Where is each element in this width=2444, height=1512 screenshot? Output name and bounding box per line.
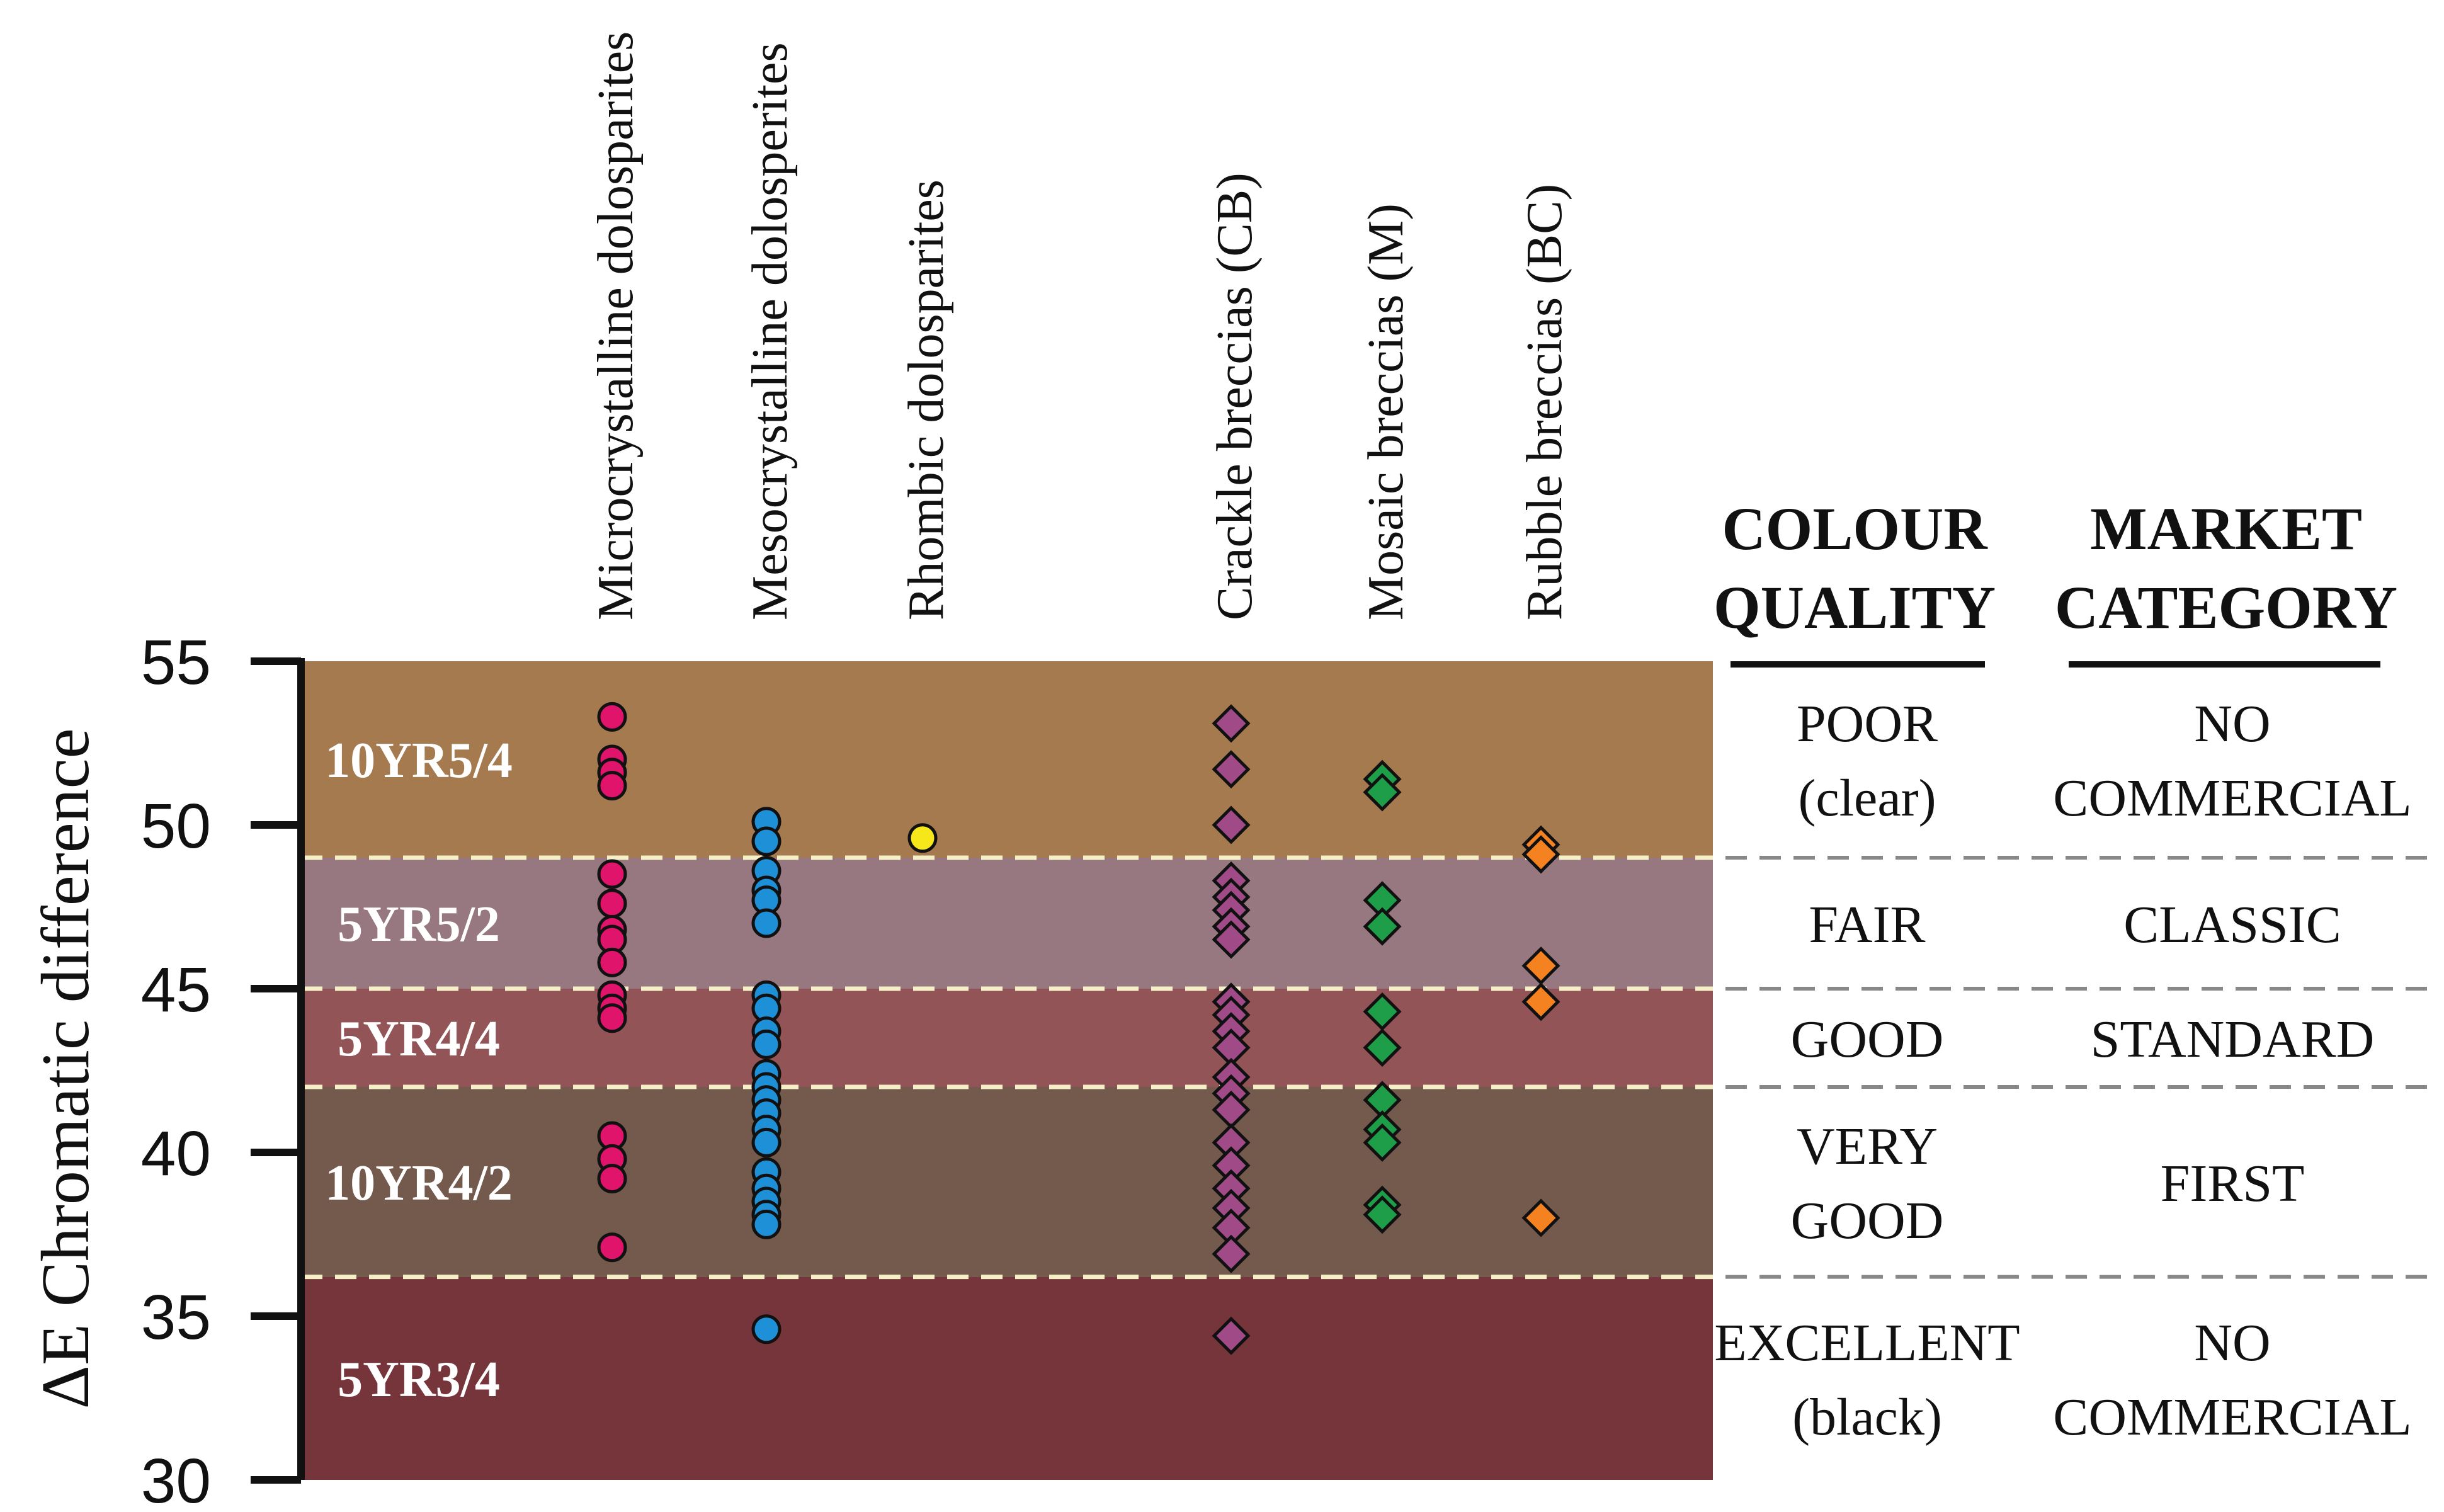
point-mosaic-breccias-m-5 xyxy=(1363,1028,1402,1067)
series-name-rubble-breccias-bc: Rubble breccias (BC) xyxy=(1517,184,1572,620)
point-microcrystalline-dolosparites-11 xyxy=(597,1003,627,1033)
point-crackle-breccias-cb-2 xyxy=(1212,805,1251,844)
point-microcrystalline-dolosparites-8 xyxy=(597,947,627,977)
point-crackle-breccias-cb-0 xyxy=(1212,704,1251,743)
band-label-5yr3-4: 5YR3/4 xyxy=(338,1352,500,1407)
series-name-rhombic-dolosparites: Rhombic dolosparites xyxy=(899,179,954,620)
series-name-mesocrystalline-dolosperites: Mesocrystalline dolosperites xyxy=(742,42,798,620)
quality-10yr4-2-1: GOOD xyxy=(1791,1191,1944,1250)
band-dividers xyxy=(301,855,2437,1280)
point-crackle-breccias-cb-7 xyxy=(1212,920,1251,959)
market-10yr4-2-0: FIRST xyxy=(2161,1154,2305,1213)
market-5yr3-4-1: COMMERCIAL xyxy=(2053,1388,2411,1447)
market-header-1: CATEGORY xyxy=(2055,574,2397,641)
quality-10yr5-4-1: (clear) xyxy=(1798,769,1936,827)
market-10yr5-4-1: COMMERCIAL xyxy=(2053,769,2411,827)
market-5yr5-2-0: CLASSIC xyxy=(2123,895,2341,954)
market-5yr4-4-0: STANDARD xyxy=(2091,1010,2375,1069)
point-microcrystalline-dolosparites-0 xyxy=(597,702,627,732)
y-tick-label-50: 50 xyxy=(141,791,211,861)
market-10yr5-4-0: NO xyxy=(2194,695,2270,753)
y-ticks: 30 35 40 45 50 55 xyxy=(141,627,301,1512)
data-markers xyxy=(597,702,1560,1355)
right-columns: POOR (clear) NO COMMERCIAL FAIR CLASSIC GOOD ST… xyxy=(1714,495,2412,1447)
point-mosaic-breccias-m-8 xyxy=(1363,1123,1402,1162)
point-rubble-breccias-bc-1 xyxy=(1521,835,1560,874)
point-rhombic-dolosparites-0 xyxy=(907,823,938,853)
quality-5yr5-2-0: FAIR xyxy=(1809,895,1925,954)
color-bands xyxy=(301,661,1713,1480)
band-label-5yr5-2: 5YR5/2 xyxy=(338,897,500,952)
point-crackle-breccias-cb-21 xyxy=(1212,1316,1251,1355)
market-header-0: MARKET xyxy=(2090,495,2362,562)
y-tick-label-30: 30 xyxy=(141,1446,211,1512)
point-mosaic-breccias-m-10 xyxy=(1363,1195,1402,1234)
quality-5yr3-4-0: EXCELLENT xyxy=(1714,1314,2020,1372)
point-mesocrystalline-dolosperites-20 xyxy=(751,1209,782,1239)
quality-5yr4-4-0: GOOD xyxy=(1791,1010,1944,1069)
band-label-10yr4-2: 10YR4/2 xyxy=(325,1156,513,1211)
series-name-microcrystalline-dolosparites: Microcrystalline dolosparites xyxy=(588,31,644,620)
series-name-crackle-breccias-cb: Crackle breccias (CB) xyxy=(1207,173,1263,620)
point-mesocrystalline-dolosperites-1 xyxy=(751,826,782,856)
point-microcrystalline-dolosparites-5 xyxy=(597,889,627,919)
point-mosaic-breccias-m-3 xyxy=(1363,907,1402,946)
band-labels: 10YR5/4 5YR5/2 5YR4/4 10YR4/2 5YR3/4 xyxy=(325,733,513,1407)
point-mesocrystalline-dolosperites-21 xyxy=(751,1314,782,1344)
point-mesocrystalline-dolosperites-9 xyxy=(751,1029,782,1059)
point-mesocrystalline-dolosperites-15 xyxy=(751,1127,782,1157)
point-microcrystalline-dolosparites-14 xyxy=(597,1164,627,1194)
y-tick-label-35: 35 xyxy=(141,1282,211,1353)
y-axis-label: ΔE Chromatic difference xyxy=(28,728,103,1409)
quality-10yr5-4-0: POOR xyxy=(1797,695,1938,753)
market-5yr3-4-0: NO xyxy=(2194,1314,2270,1372)
band-label-10yr5-4: 10YR5/4 xyxy=(325,733,513,788)
point-microcrystalline-dolosparites-3 xyxy=(597,771,627,801)
band-10yr5-4 xyxy=(301,661,1713,858)
band-5yr4-4 xyxy=(301,989,1713,1087)
series-name-mosaic-breccias-m: Mosaic breccias (M) xyxy=(1358,203,1414,620)
band-label-5yr4-4: 5YR4/4 xyxy=(338,1011,500,1067)
quality-5yr3-4-1: (black) xyxy=(1792,1388,1942,1447)
y-tick-label-40: 40 xyxy=(141,1118,211,1189)
band-5yr5-2 xyxy=(301,858,1713,989)
y-tick-label-55: 55 xyxy=(141,627,211,698)
band-5yr3-4 xyxy=(301,1276,1713,1480)
quality-header-0: COLOUR xyxy=(1722,495,1988,562)
point-rubble-breccias-bc-4 xyxy=(1521,1198,1560,1237)
point-crackle-breccias-cb-20 xyxy=(1212,1234,1251,1273)
quality-10yr4-2-0: VERY xyxy=(1797,1117,1938,1176)
point-mosaic-breccias-m-1 xyxy=(1363,773,1402,812)
point-microcrystalline-dolosparites-4 xyxy=(597,859,627,889)
band-10yr4-2 xyxy=(301,1087,1713,1277)
point-mesocrystalline-dolosperites-5 xyxy=(751,908,782,938)
quality-header-1: QUALITY xyxy=(1714,574,1996,641)
point-microcrystalline-dolosparites-15 xyxy=(597,1232,627,1263)
y-tick-label-45: 45 xyxy=(141,955,211,1025)
point-crackle-breccias-cb-1 xyxy=(1212,750,1251,789)
point-rubble-breccias-bc-3 xyxy=(1521,982,1560,1021)
series-names: Microcrystalline dolosparites Mesocrystal… xyxy=(588,31,1572,620)
